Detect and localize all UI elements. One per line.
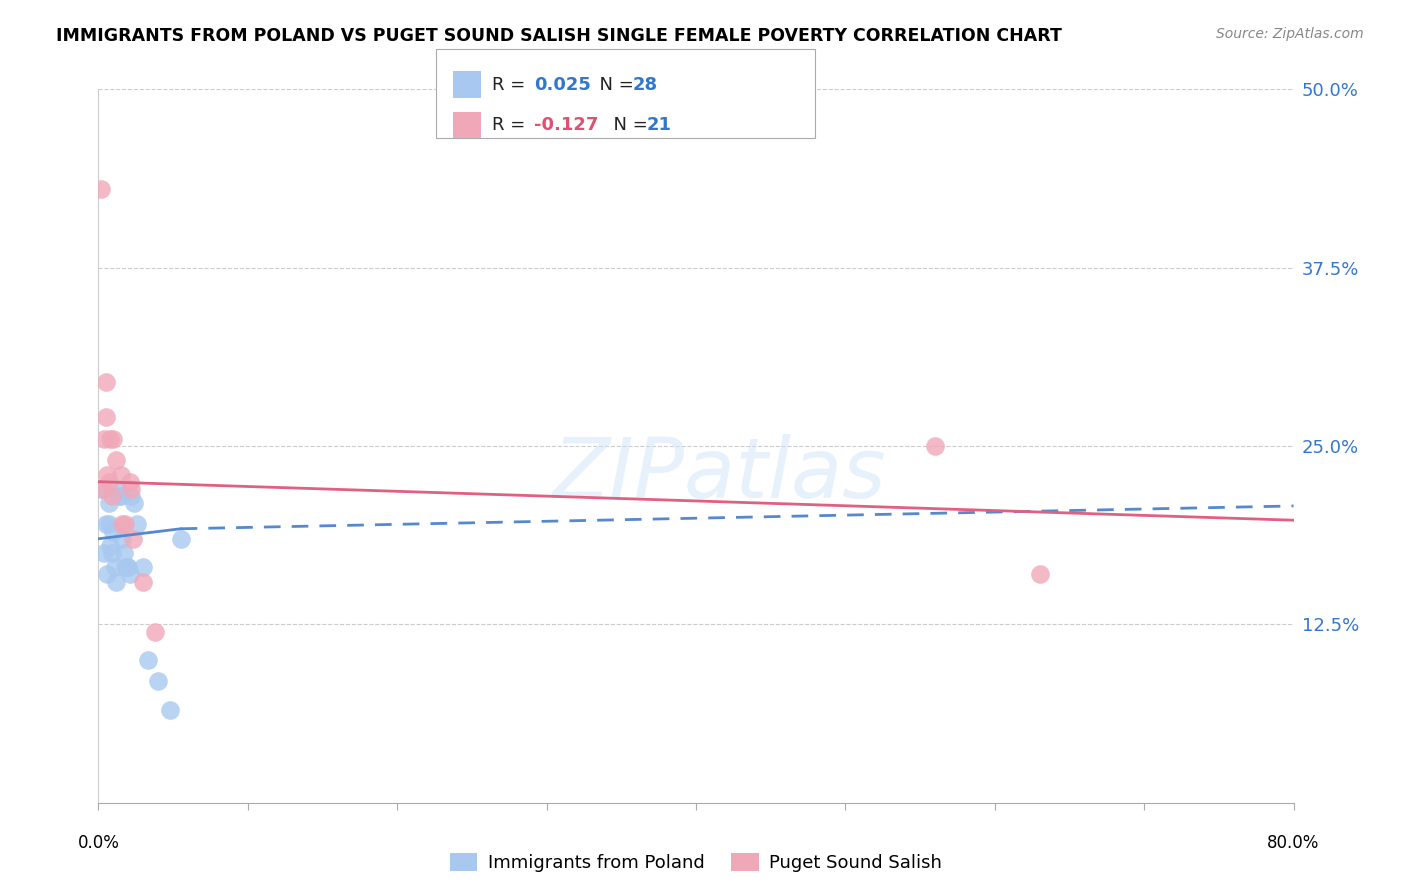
Point xyxy=(115,560,138,574)
Legend: Immigrants from Poland, Puget Sound Salish: Immigrants from Poland, Puget Sound Sali… xyxy=(443,846,949,880)
Point xyxy=(1028,567,1050,582)
Point xyxy=(103,432,125,446)
Text: -0.127: -0.127 xyxy=(534,116,599,134)
Point xyxy=(104,560,127,574)
Point xyxy=(96,567,118,582)
Point xyxy=(143,624,166,639)
Point xyxy=(110,489,132,503)
Text: R =: R = xyxy=(492,116,531,134)
Point xyxy=(924,439,946,453)
Point xyxy=(94,375,117,389)
Point xyxy=(107,482,129,496)
Point xyxy=(120,489,142,503)
Point xyxy=(112,546,135,560)
Text: 0.0%: 0.0% xyxy=(77,834,120,852)
Point xyxy=(101,489,124,503)
Text: 21: 21 xyxy=(647,116,672,134)
Point xyxy=(97,496,120,510)
Point xyxy=(91,482,114,496)
Point xyxy=(105,574,128,589)
Point xyxy=(105,453,128,467)
Text: 0.025: 0.025 xyxy=(534,76,591,94)
Point xyxy=(159,703,181,717)
Text: Source: ZipAtlas.com: Source: ZipAtlas.com xyxy=(1216,27,1364,41)
Text: 28: 28 xyxy=(633,76,658,94)
Point xyxy=(90,482,112,496)
Point xyxy=(121,532,143,546)
Point xyxy=(94,517,117,532)
Point xyxy=(111,532,134,546)
Text: N =: N = xyxy=(602,116,654,134)
Point xyxy=(117,560,139,574)
Point xyxy=(110,467,132,482)
Point xyxy=(120,482,142,496)
Text: IMMIGRANTS FROM POLAND VS PUGET SOUND SALISH SINGLE FEMALE POVERTY CORRELATION C: IMMIGRANTS FROM POLAND VS PUGET SOUND SA… xyxy=(56,27,1062,45)
Point xyxy=(111,517,134,532)
Point xyxy=(90,182,112,196)
Point xyxy=(114,560,136,574)
Point xyxy=(118,567,141,582)
Point xyxy=(101,546,124,560)
Point xyxy=(94,410,117,425)
Point xyxy=(132,574,155,589)
Point xyxy=(97,475,120,489)
Point xyxy=(108,489,131,503)
Point xyxy=(93,432,115,446)
Point xyxy=(127,517,149,532)
Text: N =: N = xyxy=(588,76,640,94)
Point xyxy=(98,432,122,446)
Text: ZIPatlas: ZIPatlas xyxy=(553,434,887,515)
Text: 80.0%: 80.0% xyxy=(1267,834,1320,852)
Point xyxy=(118,475,141,489)
Point xyxy=(98,539,122,553)
Point xyxy=(97,517,120,532)
Text: R =: R = xyxy=(492,76,531,94)
Point xyxy=(169,532,191,546)
Point xyxy=(93,546,115,560)
Point xyxy=(148,674,170,689)
Point xyxy=(103,524,125,539)
Point xyxy=(96,467,118,482)
Point xyxy=(132,560,155,574)
Point xyxy=(124,496,146,510)
Point xyxy=(136,653,159,667)
Point xyxy=(114,517,136,532)
